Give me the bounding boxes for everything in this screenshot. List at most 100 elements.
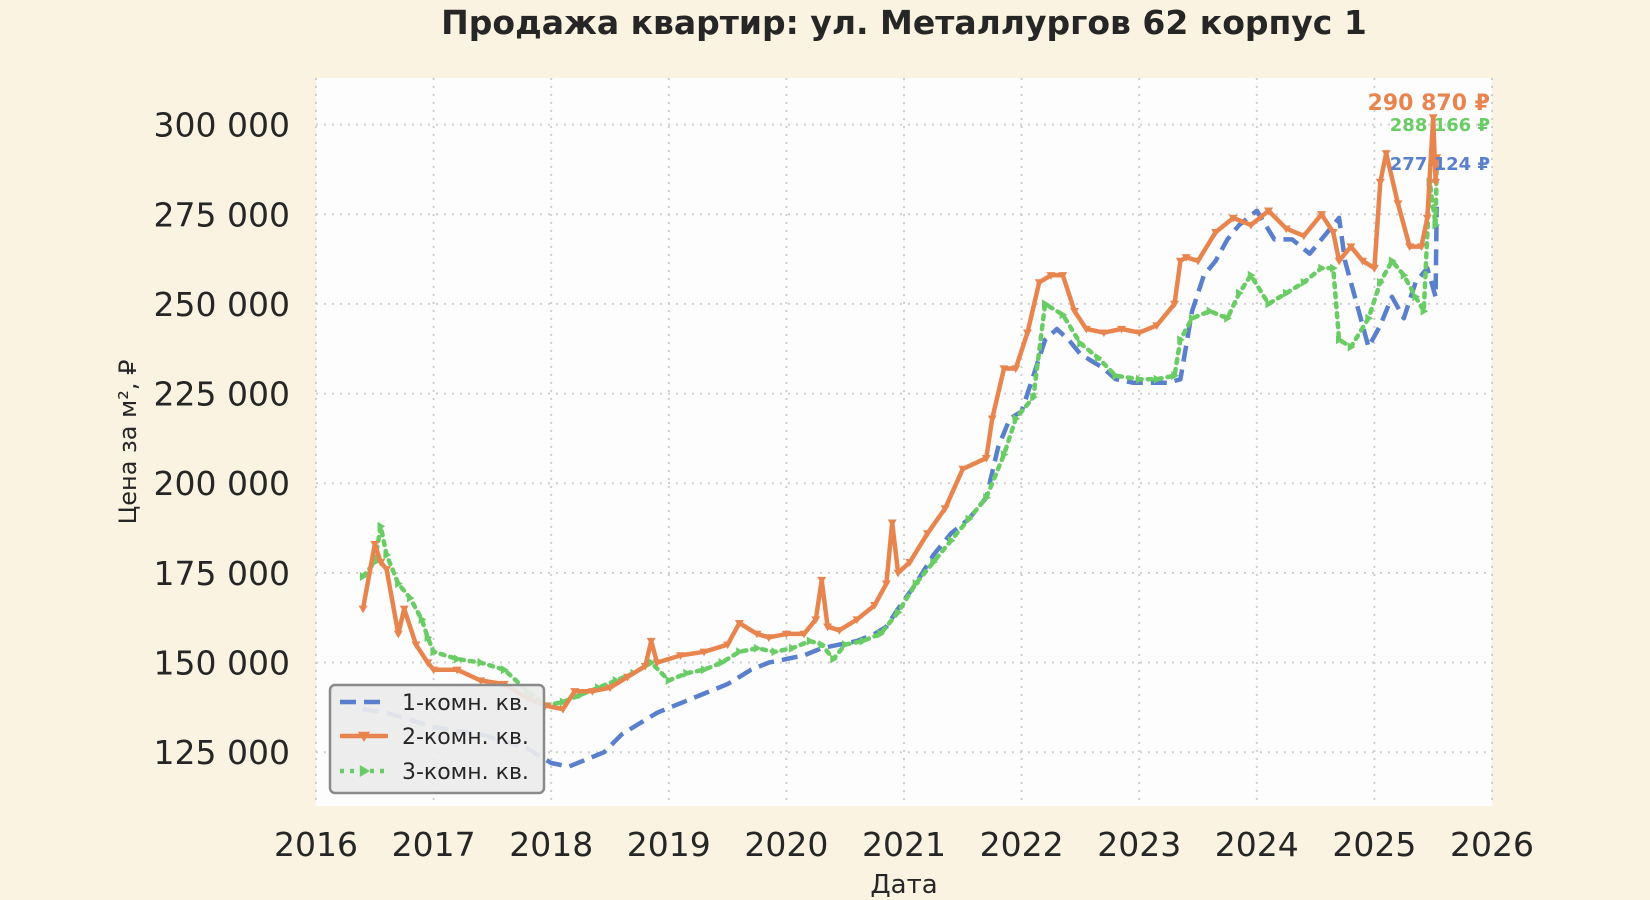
series-point-2 <box>1358 257 1368 266</box>
series-point-3 <box>753 643 762 653</box>
end-label-1: 277 124 ₽ <box>1390 154 1490 175</box>
x-tick-label: 2017 <box>392 825 476 864</box>
series-point-3 <box>1318 263 1326 273</box>
y-tick-label: 175 000 <box>154 554 290 593</box>
series-point-2 <box>940 505 950 513</box>
series-point-3 <box>736 647 744 657</box>
series-point-2 <box>623 673 633 682</box>
series-point-3 <box>1112 371 1121 381</box>
series-point-2 <box>1381 150 1391 158</box>
series-point-3 <box>947 536 956 546</box>
series-point-2 <box>893 569 903 578</box>
series-point-2 <box>1211 229 1221 237</box>
series-point-2 <box>423 659 433 668</box>
series-point-2 <box>1034 279 1044 287</box>
series-point-2 <box>652 659 662 668</box>
series-point-2 <box>1046 272 1056 280</box>
series-point-3 <box>1171 371 1179 381</box>
grid-layer <box>315 78 1493 806</box>
series-point-3 <box>1283 288 1291 298</box>
series-point-3 <box>377 521 386 531</box>
series-point-3 <box>418 615 427 625</box>
series-point-2 <box>764 634 774 642</box>
legend-label-3: 3-комн. кв. <box>402 760 529 785</box>
x-tick-label: 2021 <box>862 825 946 864</box>
y-tick-label: 225 000 <box>154 375 290 414</box>
series-point-2 <box>1070 307 1080 316</box>
series-point-2 <box>452 666 462 675</box>
series-point-2 <box>570 688 580 696</box>
series-point-3 <box>1432 220 1441 230</box>
series-point-3 <box>406 593 415 603</box>
series-point-3 <box>1420 306 1429 316</box>
legend-label-1: 1-комн. кв. <box>402 691 529 716</box>
series-point-2 <box>905 558 915 567</box>
series-point-3 <box>648 658 656 668</box>
series-point-2 <box>358 605 368 614</box>
series-point-3 <box>789 643 797 653</box>
series-point-2 <box>411 641 421 650</box>
y-tick-label: 250 000 <box>154 285 290 324</box>
series-point-3 <box>718 658 727 668</box>
series-point-2 <box>382 566 392 574</box>
series-point-3 <box>859 636 868 646</box>
series-point-2 <box>1022 329 1032 338</box>
series-point-2 <box>640 662 650 671</box>
series-point-3 <box>1236 288 1244 298</box>
series-point-2 <box>781 630 791 639</box>
series-point-3 <box>806 636 815 646</box>
series-point-3 <box>1177 335 1185 345</box>
series-point-3 <box>395 579 403 589</box>
legend-marker-2 <box>358 731 370 742</box>
series-point-2 <box>1081 325 1091 334</box>
end-label-2: 290 870 ₽ <box>1368 91 1490 116</box>
series-point-2 <box>1011 365 1021 373</box>
series-point-2 <box>1181 254 1191 262</box>
legend-box <box>328 683 546 795</box>
series-point-3 <box>1030 392 1038 402</box>
series-point-2 <box>1416 243 1426 252</box>
x-tick-label: 2020 <box>744 825 828 864</box>
series-point-3 <box>894 607 903 617</box>
series-point-2 <box>1431 178 1441 187</box>
series-point-3 <box>359 571 368 581</box>
y-tick-label: 200 000 <box>154 464 290 503</box>
series-point-3 <box>477 658 486 668</box>
x-tick-label: 2016 <box>274 825 358 864</box>
series-point-2 <box>887 519 897 528</box>
series-point-3 <box>424 632 433 642</box>
series-point-2 <box>476 677 486 685</box>
series-point-2 <box>723 641 733 650</box>
series-point-2 <box>870 602 880 610</box>
series-point-3 <box>501 665 509 675</box>
series-point-2 <box>958 465 968 474</box>
series-point-3 <box>1059 310 1068 320</box>
series-point-2 <box>852 616 862 625</box>
series-point-3 <box>1377 277 1385 287</box>
series-point-2 <box>1228 214 1238 223</box>
series-point-3 <box>1000 450 1009 460</box>
y-axis-ticks: 125 000 150 000 175 000 200 000 225 000 250 0… <box>154 106 290 773</box>
series-point-2 <box>981 454 991 463</box>
series-point-2 <box>1422 214 1432 223</box>
series-point-2 <box>1175 257 1185 266</box>
series-point-3 <box>912 579 921 589</box>
series-point-3 <box>383 550 392 560</box>
legend: 1-комн. кв. 2-комн. кв. 3-комн. кв. <box>328 683 546 795</box>
series-point-3 <box>818 640 827 650</box>
series-point-3 <box>1153 374 1162 384</box>
series-point-3 <box>771 647 780 657</box>
x-tick-label: 2024 <box>1215 825 1299 864</box>
series-point-3 <box>1094 353 1103 363</box>
series-point-2 <box>393 630 403 639</box>
series-point-3 <box>559 697 568 707</box>
end-label-layer: 290 870 ₽288 166 ₽ 277 124 ₽ <box>1368 91 1490 175</box>
series-point-2 <box>1334 257 1344 266</box>
series-point-3 <box>1265 299 1274 309</box>
y-tick-label: 275 000 <box>154 195 290 234</box>
series-point-3 <box>1365 313 1374 323</box>
x-tick-label: 2026 <box>1450 825 1534 864</box>
legend-markers <box>358 731 370 777</box>
series-point-2 <box>999 365 1009 373</box>
